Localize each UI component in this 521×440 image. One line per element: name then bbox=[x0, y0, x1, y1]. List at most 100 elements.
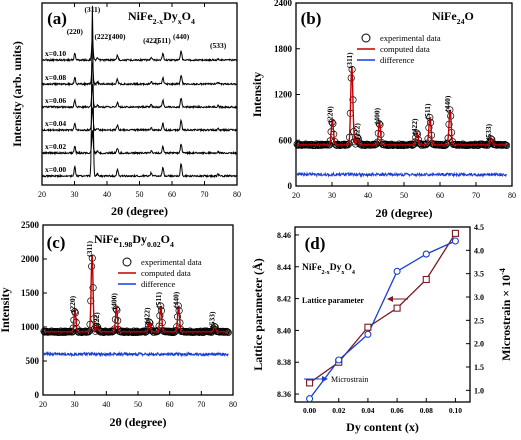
hkl-label: (511) bbox=[423, 103, 432, 119]
x-axis-label: 2θ (degree) bbox=[109, 415, 166, 429]
series-label: x=0.06 bbox=[45, 96, 66, 105]
computed-line bbox=[44, 255, 229, 333]
series-label: x=0.10 bbox=[45, 49, 66, 58]
hkl-label: (533) bbox=[484, 123, 493, 140]
x-tick-label: 0.00 bbox=[303, 406, 316, 415]
microstrain-line bbox=[309, 240, 456, 400]
y2-tick-label: 3.0 bbox=[474, 293, 484, 302]
legend-label: experimental data bbox=[380, 33, 441, 43]
chart-title: NiFe2-xDyxO4 bbox=[302, 263, 355, 276]
y2-axis-label: Microstrain × 10-4 bbox=[498, 268, 513, 361]
hkl-label: (400) bbox=[109, 32, 126, 41]
title-part: Dy bbox=[330, 263, 342, 273]
y-axis-label: Intensity bbox=[0, 287, 12, 332]
y2-tick-label: 3.5 bbox=[474, 270, 484, 279]
plot-frame bbox=[294, 226, 471, 403]
x-tick-label: 30 bbox=[71, 400, 79, 409]
title-part: NiFe bbox=[302, 263, 322, 273]
panel-a: 20 30 40 50 60 70 80 2θ (degree) Intensity (arb.… bbox=[10, 2, 241, 218]
xrd-trace bbox=[41, 5, 237, 179]
title-part: O bbox=[464, 9, 473, 23]
title-part: NiFe bbox=[128, 9, 153, 23]
chart-title: NiFe24O bbox=[432, 9, 474, 26]
title-part: NiFe bbox=[432, 9, 457, 23]
y-tick-label: 8.46 bbox=[277, 231, 291, 240]
xrd-trace bbox=[41, 38, 238, 63]
series-label: x=0.02 bbox=[45, 142, 66, 151]
lattice-point bbox=[364, 323, 372, 331]
title-subscript: 2 bbox=[457, 17, 461, 26]
x-tick-label: 20 bbox=[38, 190, 46, 199]
y-axis-label: Intensity (arb. units) bbox=[10, 41, 24, 147]
xrd-trace bbox=[41, 130, 238, 156]
hkl-label: (311) bbox=[85, 241, 94, 257]
x-tick-label: 30 bbox=[71, 190, 79, 199]
title-subscript: 2-x bbox=[322, 270, 331, 276]
title-part: O bbox=[182, 9, 191, 23]
y-tick-label: 8.36 bbox=[277, 390, 291, 399]
y-tick-label: 8.42 bbox=[277, 295, 291, 304]
title-subscript: 0.02 bbox=[147, 240, 161, 249]
x-tick-label: 60 bbox=[166, 400, 174, 409]
hkl-label: (400) bbox=[373, 107, 382, 124]
x-tick-label: 80 bbox=[229, 400, 237, 409]
microstrain-arrowhead bbox=[322, 376, 328, 382]
y-tick-label: 1200 bbox=[274, 90, 293, 100]
hkl-label: (440) bbox=[173, 32, 190, 41]
x-tick-label: 60 bbox=[168, 190, 176, 199]
plot-frame bbox=[295, 2, 513, 187]
y-tick-label: 1000 bbox=[21, 322, 40, 332]
y-tick-label: 8.40 bbox=[277, 326, 291, 335]
hkl-label: (222) bbox=[92, 312, 101, 329]
lattice-line bbox=[309, 233, 456, 384]
title-subscript: 4 bbox=[461, 17, 465, 26]
y-tick-label: 0 bbox=[288, 181, 293, 191]
y-tick-label: 500 bbox=[26, 356, 40, 366]
panel-label: (d) bbox=[305, 234, 326, 253]
difference-line bbox=[43, 350, 229, 358]
hkl-label: (220) bbox=[68, 295, 77, 312]
title-part: Dy bbox=[163, 9, 178, 23]
hkl-label: (422) bbox=[143, 36, 160, 45]
microstrain-point bbox=[335, 356, 343, 364]
x-axis-label: Dy content (x) bbox=[346, 420, 419, 434]
title-subscript: 4 bbox=[352, 270, 355, 276]
microstrain-annotation: Microstrain bbox=[331, 375, 368, 384]
hkl-label: (222) bbox=[94, 32, 111, 41]
microstrain-point bbox=[364, 330, 372, 338]
title-part: O bbox=[161, 232, 170, 246]
y2-tick-label: 2.0 bbox=[474, 340, 484, 349]
hkl-label: (222) bbox=[353, 123, 362, 140]
y2-tick-label: 4.5 bbox=[474, 223, 484, 232]
microstrain-point bbox=[422, 250, 430, 258]
x-tick-label: 30 bbox=[328, 191, 336, 200]
x-tick-label: 0.10 bbox=[449, 406, 462, 415]
series-label: x=0.00 bbox=[45, 165, 66, 174]
title-part: NiFe bbox=[94, 232, 119, 246]
legend-label: computed data bbox=[141, 268, 191, 278]
xrd-trace bbox=[41, 107, 238, 133]
x-tick-label: 40 bbox=[103, 190, 111, 199]
xrd-trace bbox=[41, 84, 238, 110]
hkl-label: (511) bbox=[155, 36, 171, 45]
x-tick-label: 0.04 bbox=[361, 406, 374, 415]
y2-tick-label: 4.0 bbox=[474, 246, 484, 255]
x-tick-label: 20 bbox=[292, 191, 300, 200]
title-subscript: 4 bbox=[170, 240, 174, 249]
x-tick-label: 80 bbox=[233, 190, 241, 199]
xrd-trace bbox=[41, 62, 238, 87]
computed-line bbox=[297, 67, 507, 146]
y2-tick-label: 1.0 bbox=[474, 386, 484, 395]
x-tick-label: 70 bbox=[472, 191, 480, 200]
legend-marker-experimental bbox=[361, 33, 371, 43]
y-tick-label: 1500 bbox=[21, 288, 40, 298]
y-tick-label: 2500 bbox=[21, 220, 40, 230]
panel-label: (a) bbox=[47, 9, 67, 28]
hkl-label: (422) bbox=[410, 118, 419, 135]
hkl-label: (422) bbox=[142, 307, 151, 324]
y-tick-label: 600 bbox=[279, 135, 293, 145]
series-label: x=0.08 bbox=[45, 73, 66, 82]
lattice-point bbox=[422, 275, 430, 284]
x-axis-label: 2θ (degree) bbox=[111, 204, 168, 218]
